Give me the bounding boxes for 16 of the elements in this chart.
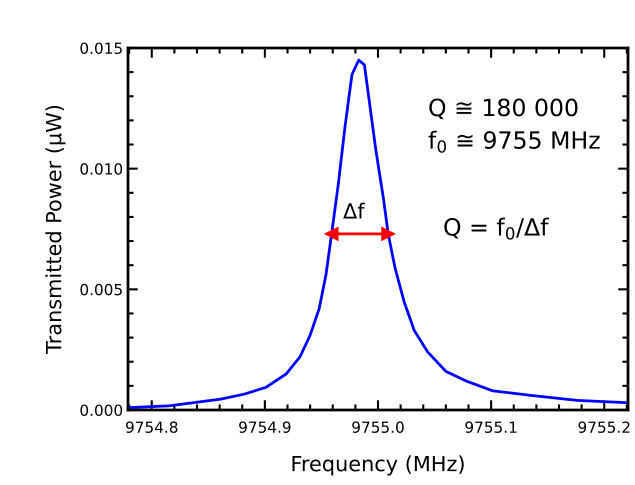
y-axis-title: Transmitted Power (μW) [45,106,66,354]
x-tick-label: 9755.1 [465,421,516,433]
annotation: Δf [343,202,365,218]
annotation: Q = f$_{0}$/Δf [444,218,549,240]
y-tick-label: 0.015 [80,42,122,54]
x-tick-label: 9754.9 [239,421,291,433]
y-tick-label: 0.010 [80,163,122,175]
x-tick-label: 9754.8 [126,421,178,433]
annotation: Q ≅ 180 000 [429,98,578,120]
annotation: f$_{0}$ ≅ 9755 MHz [428,130,600,153]
line-series [128,58,628,409]
y-tick-label: 0.000 [80,404,122,416]
x-tick-label: 9755.0 [352,421,404,433]
x-tick-label: 9755.2 [578,421,630,433]
x-axis-title: Frequency (MHz) [292,455,464,476]
y-tick-label: 0.005 [80,284,122,296]
